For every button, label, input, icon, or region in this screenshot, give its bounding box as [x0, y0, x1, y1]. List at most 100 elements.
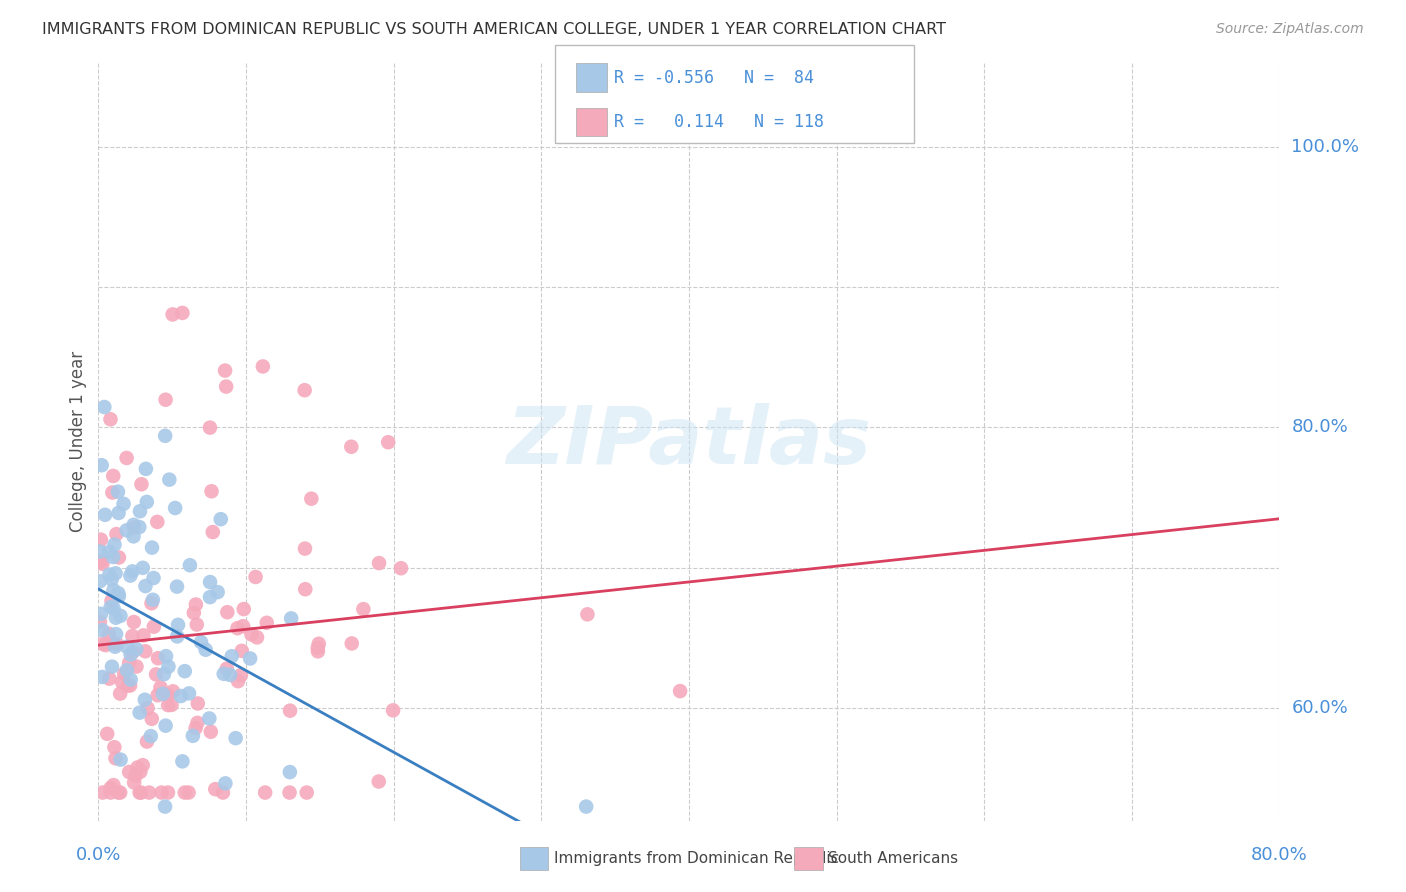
Point [100, 786, 122, 800]
Point [183, 606, 205, 620]
Point [229, 668, 252, 682]
Point [153, 667, 176, 681]
Point [104, 610, 127, 624]
Point [240, 627, 263, 641]
Point [155, 719, 177, 733]
Text: 100.0%: 100.0% [1291, 137, 1360, 156]
Point [118, 764, 141, 779]
Point [155, 649, 177, 664]
Point [97, 627, 120, 641]
Point [117, 679, 139, 693]
Point [165, 501, 187, 516]
Point [128, 786, 150, 800]
Point [141, 712, 163, 726]
Point [91, 557, 114, 571]
Point [377, 435, 399, 450]
Text: Source: ZipAtlas.com: Source: ZipAtlas.com [1216, 22, 1364, 37]
Point [131, 477, 153, 491]
Point [167, 618, 190, 632]
Point [127, 760, 149, 774]
Point [98, 545, 121, 559]
Point [100, 594, 122, 608]
Point [134, 644, 156, 658]
Point [125, 642, 148, 657]
Point [170, 689, 193, 703]
Point [294, 541, 316, 556]
Point [122, 520, 145, 534]
Point [186, 715, 208, 730]
Point [103, 549, 125, 564]
Point [172, 755, 194, 769]
Point [89, 574, 111, 589]
Point [187, 697, 209, 711]
Point [107, 484, 129, 499]
Point [157, 473, 180, 487]
Point [112, 497, 135, 511]
Point [91, 786, 114, 800]
Point [104, 751, 127, 765]
Point [166, 629, 188, 643]
Point [150, 786, 173, 800]
Point [146, 688, 169, 702]
Point [89, 544, 111, 558]
Point [89, 615, 111, 629]
Point [115, 640, 138, 654]
Point [278, 704, 301, 718]
Point [108, 687, 131, 701]
Point [669, 684, 692, 698]
Point [145, 667, 167, 681]
Point [98, 567, 121, 582]
Point [299, 491, 322, 506]
Point [129, 764, 152, 779]
Point [156, 688, 179, 702]
Point [219, 668, 242, 682]
Point [104, 640, 127, 654]
Text: 60.0%: 60.0% [1291, 699, 1348, 717]
Point [232, 619, 254, 633]
Point [138, 786, 160, 800]
Point [155, 392, 177, 407]
Point [340, 440, 363, 454]
Point [231, 644, 253, 658]
Point [232, 602, 254, 616]
Point [215, 662, 238, 676]
Point [132, 628, 155, 642]
Point [172, 306, 194, 320]
Point [115, 450, 138, 465]
Text: 0.0%: 0.0% [76, 846, 121, 863]
Point [246, 631, 269, 645]
Point [166, 580, 188, 594]
Point [156, 786, 179, 800]
Text: 80.0%: 80.0% [1251, 846, 1308, 863]
Point [96, 727, 118, 741]
Point [209, 512, 232, 526]
Point [107, 586, 129, 600]
Text: Immigrants from Dominican Republic: Immigrants from Dominican Republic [554, 851, 839, 865]
Point [100, 573, 122, 587]
Point [153, 429, 176, 443]
Point [107, 786, 129, 800]
Point [194, 642, 217, 657]
Point [90, 533, 112, 547]
Point [103, 538, 125, 552]
Point [181, 729, 204, 743]
Point [94, 638, 117, 652]
Point [112, 666, 135, 681]
Point [198, 575, 221, 590]
Point [136, 701, 159, 715]
Point [201, 524, 224, 539]
Point [129, 786, 152, 800]
Point [308, 637, 330, 651]
Point [90, 458, 112, 473]
Point [120, 673, 142, 687]
Point [214, 776, 236, 790]
Point [142, 592, 165, 607]
Point [128, 706, 150, 720]
Point [108, 786, 131, 800]
Point [252, 359, 274, 374]
Point [575, 799, 598, 814]
Point [142, 571, 165, 585]
Point [382, 703, 405, 717]
Point [146, 515, 169, 529]
Point [101, 485, 124, 500]
